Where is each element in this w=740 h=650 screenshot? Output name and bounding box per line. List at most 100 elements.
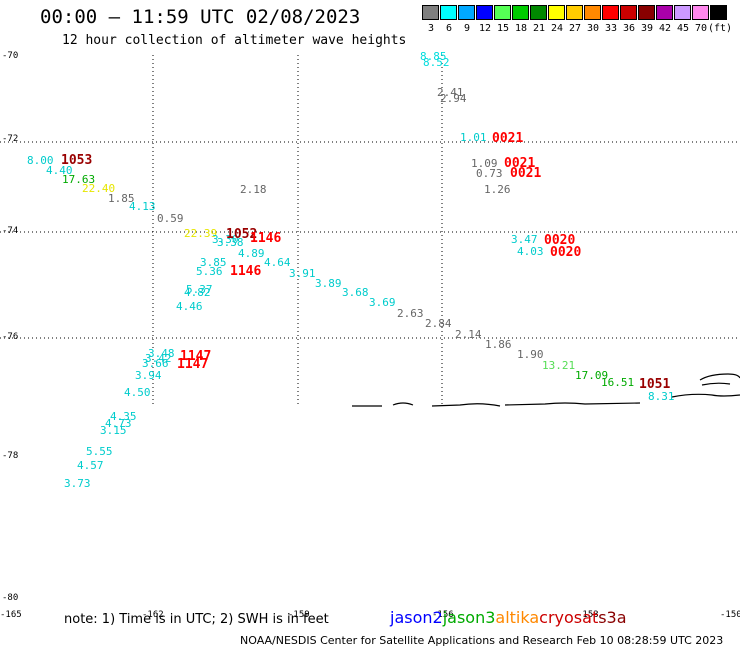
wave-height-value: 2.18 <box>240 183 267 196</box>
wave-height-value: 8.85 <box>420 50 447 63</box>
wave-height-observations: 8.858.52 2.412.94 1.01 1.090.73 1.26 3.474.03… <box>27 50 675 490</box>
pass-time-labels: 1053002100210021105211461146002000201147… <box>61 131 670 392</box>
legend-swatch <box>710 5 727 20</box>
wave-height-value: 4.03 <box>517 245 544 258</box>
legend-label: 45 <box>676 23 690 34</box>
legend-swatch <box>494 5 511 20</box>
legend-swatch <box>638 5 655 20</box>
wave-height-value: 1.85 <box>108 192 135 205</box>
wave-height-value: 8.52 <box>423 56 450 69</box>
graticule <box>0 55 740 407</box>
legend-swatch <box>602 5 619 20</box>
satellite-name: cryosat <box>539 608 599 627</box>
wave-height-value: 5.36 <box>196 265 223 278</box>
wave-height-value: 2.14 <box>455 328 482 341</box>
wave-height-value: 3.66 <box>142 357 169 370</box>
wave-height-value: 17.09 <box>575 369 608 382</box>
longitude-label: -162 <box>142 610 164 620</box>
wave-height-value: 22.39 <box>184 227 217 240</box>
wave-height-value: 3.68 <box>342 286 369 299</box>
pass-time-label: 0021 <box>492 131 523 146</box>
legend-label: 21 <box>532 23 546 34</box>
wave-height-value: 3.91 <box>289 267 316 280</box>
wave-height-value: 4.46 <box>176 300 203 313</box>
legend-swatch <box>620 5 637 20</box>
wave-height-value: 1.01 <box>460 131 487 144</box>
wave-height-value: 16.51 <box>601 376 634 389</box>
wave-height-value: 8.00 <box>27 154 54 167</box>
legend-swatch <box>584 5 601 20</box>
wave-height-value: 3.30 <box>212 233 239 246</box>
wave-height-value: 2.94 <box>440 92 467 105</box>
pass-time-label: 0021 <box>510 166 541 181</box>
legend-swatch <box>548 5 565 20</box>
legend-label: 6 <box>445 23 453 34</box>
wave-height-value: 4.82 <box>184 286 211 299</box>
pass-time-label: 1052 <box>226 227 257 242</box>
pass-time-label: 1051 <box>639 377 670 392</box>
legend-label: 39 <box>640 23 654 34</box>
legend-label: 42 <box>658 23 672 34</box>
pass-time-label: 0020 <box>550 245 581 260</box>
pass-time-label: 1147 <box>180 349 211 364</box>
wave-height-value: 2.41 <box>437 86 464 99</box>
longitude-label: -150 <box>720 610 740 620</box>
wave-height-value: 1.90 <box>517 348 544 361</box>
wave-height-value: 3.89 <box>315 277 342 290</box>
map-title: 00:00 – 11:59 UTC 02/08/2023 <box>40 6 361 28</box>
legend-swatch <box>530 5 547 20</box>
wave-height-value: 4.50 <box>124 386 151 399</box>
wave-height-value: 5.55 <box>86 445 113 458</box>
wave-height-value: 1.09 <box>471 157 498 170</box>
legend-swatch <box>656 5 673 20</box>
longitude-label: -159 <box>288 610 310 620</box>
wave-height-value: 3.38 <box>217 236 244 249</box>
legend-unit: (ft) <box>707 23 733 34</box>
units-note: note: 1) Time is in UTC; 2) SWH is in fe… <box>64 612 329 627</box>
latitude-label: -70 <box>2 51 18 61</box>
legend-swatch <box>458 5 475 20</box>
wave-height-value: 0.59 <box>157 212 184 225</box>
pass-time-label: 1053 <box>61 153 92 168</box>
legend-label: 15 <box>496 23 510 34</box>
wave-height-value: 3.48 <box>148 347 175 360</box>
legend-swatch <box>692 5 709 20</box>
longitude-labels: -165 -162 -159 -156 -153 -150 <box>0 610 740 620</box>
pass-time-label: 1146 <box>250 231 281 246</box>
wave-height-value: 8.31 <box>648 390 675 403</box>
legend-label: 27 <box>568 23 582 34</box>
legend-swatch <box>440 5 457 20</box>
wave-height-value: 13.21 <box>542 359 575 372</box>
wave-height-value: 4.73 <box>105 417 132 430</box>
wave-height-value: 3.69 <box>369 296 396 309</box>
wave-height-value: 22.40 <box>82 182 115 195</box>
wave-height-value: 3.85 <box>200 256 227 269</box>
latitude-label: -74 <box>2 226 18 236</box>
latitude-labels: -70 -72 -74 -76 -78 -80 <box>2 51 18 603</box>
wave-height-value: 0.73 <box>476 167 503 180</box>
antarctic-coastline <box>352 373 740 407</box>
satellite-name: altika <box>495 608 540 627</box>
legend-label: 36 <box>622 23 636 34</box>
legend-label: 24 <box>550 23 564 34</box>
satellite-legend: jason2jason3altikacryosats3a <box>390 608 627 627</box>
wave-height-value: 3.73 <box>64 477 91 490</box>
wave-height-value: 4.13 <box>129 200 156 213</box>
longitude-label: -165 <box>0 610 22 620</box>
pass-time-label: 1146 <box>230 264 261 279</box>
longitude-label: -156 <box>432 610 454 620</box>
legend-swatch <box>512 5 529 20</box>
wave-height-value: 3.47 <box>511 233 538 246</box>
wave-height-value: 3.42 <box>145 352 172 365</box>
pass-time-label: 0021 <box>504 156 535 171</box>
wave-height-value: 4.35 <box>110 410 137 423</box>
legend-swatch <box>422 5 439 20</box>
wave-height-value: 17.63 <box>62 173 95 186</box>
legend-swatch <box>476 5 493 20</box>
wave-height-value: 2.84 <box>425 317 452 330</box>
wave-height-value: 2.63 <box>397 307 424 320</box>
legend-label: 9 <box>463 23 471 34</box>
wave-height-value: 4.40 <box>46 164 73 177</box>
credit-line: NOAA/NESDIS Center for Satellite Applica… <box>240 634 724 647</box>
